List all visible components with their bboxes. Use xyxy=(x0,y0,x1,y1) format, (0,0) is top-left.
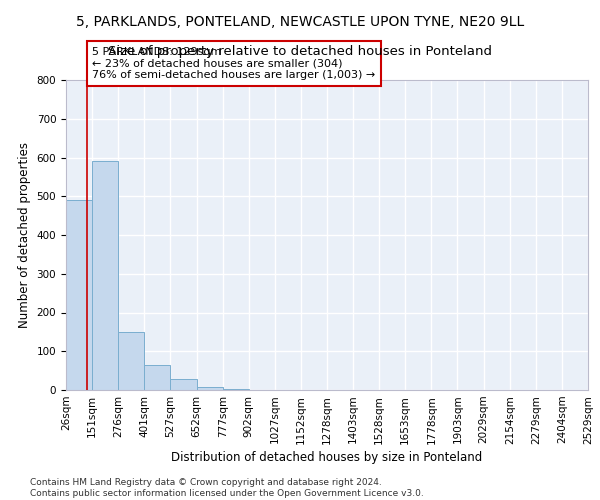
X-axis label: Distribution of detached houses by size in Ponteland: Distribution of detached houses by size … xyxy=(172,450,482,464)
Text: Contains HM Land Registry data © Crown copyright and database right 2024.
Contai: Contains HM Land Registry data © Crown c… xyxy=(30,478,424,498)
Text: 5 PARKLANDS: 129sqm
← 23% of detached houses are smaller (304)
76% of semi-detac: 5 PARKLANDS: 129sqm ← 23% of detached ho… xyxy=(92,47,376,80)
Text: 5, PARKLANDS, PONTELAND, NEWCASTLE UPON TYNE, NE20 9LL: 5, PARKLANDS, PONTELAND, NEWCASTLE UPON … xyxy=(76,15,524,29)
Text: Size of property relative to detached houses in Ponteland: Size of property relative to detached ho… xyxy=(108,45,492,58)
Bar xyxy=(118,332,144,390)
Bar xyxy=(170,379,197,390)
Bar xyxy=(144,365,170,390)
Y-axis label: Number of detached properties: Number of detached properties xyxy=(18,142,31,328)
Bar xyxy=(197,387,223,390)
Bar xyxy=(223,389,248,390)
Bar xyxy=(66,200,92,390)
Bar xyxy=(92,162,118,390)
